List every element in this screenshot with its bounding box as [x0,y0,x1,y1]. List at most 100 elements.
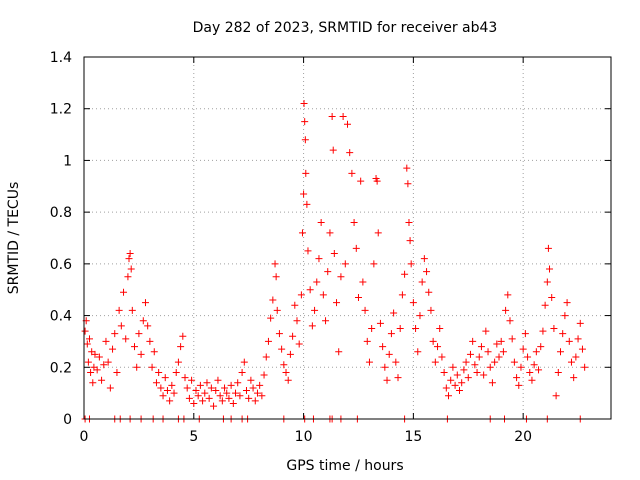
data-point [131,343,139,351]
data-point [192,387,200,395]
data-point [403,164,411,172]
data-point [152,379,160,387]
data-point [194,392,202,400]
data-point [315,255,323,263]
data-point [376,319,384,327]
data-point [401,270,409,278]
data-point [354,293,362,301]
data-point [576,319,584,327]
data-point [335,348,343,356]
data-point [550,325,558,332]
data-point [232,389,240,397]
data-point [298,229,306,237]
data-point [572,353,580,361]
y-axis-label: SRMTID / TECUs [6,182,22,295]
data-point [405,218,413,226]
data-point [150,348,158,356]
data-point [528,376,536,384]
data-point [515,381,523,389]
data-point [238,368,246,376]
data-point [111,330,119,338]
data-point [271,260,279,268]
data-point [431,358,439,366]
data-point [139,317,147,325]
data-point [344,120,351,128]
data-point [466,350,474,358]
data-point [304,247,312,255]
data-point [229,399,237,407]
data-point [214,376,222,384]
data-point [85,335,93,343]
data-point [493,340,501,348]
data-point [275,330,283,338]
data-point [449,363,457,371]
data-point [412,325,420,332]
data-point [205,394,213,402]
data-point [166,397,174,405]
data-point [373,177,381,185]
data-point [216,392,224,400]
data-point [210,402,218,410]
data-point [177,343,185,351]
y-tick-label: 0 [63,412,72,428]
data-point [115,306,123,314]
data-point [269,296,277,304]
data-point [491,358,499,366]
data-point [146,337,154,345]
data-point [81,327,89,335]
data-point [414,348,422,356]
data-point [440,368,448,376]
data-point [247,376,255,384]
data-point [473,368,481,376]
data-point [308,322,316,330]
data-point [328,112,336,120]
data-point [504,291,512,299]
data-point [126,250,134,258]
data-point [370,260,378,268]
data-point [148,363,156,371]
data-point [434,343,442,351]
data-point [201,389,209,397]
data-point [234,379,242,387]
data-point [256,381,264,389]
data-point [322,317,330,325]
data-point [423,268,431,276]
data-point [521,330,529,338]
data-point [333,299,341,307]
data-point [319,291,327,299]
data-point [462,358,470,366]
data-point [567,358,575,366]
data-point [552,392,560,400]
data-point [124,273,132,281]
data-point [172,368,180,376]
data-point [445,392,453,400]
data-point [203,379,211,387]
data-point [346,149,354,157]
data-point [365,358,373,366]
data-point [471,361,479,369]
data-point [519,345,527,353]
data-point [286,350,294,358]
data-point [517,363,525,371]
data-point [563,299,571,307]
data-point [100,361,108,369]
data-point [199,397,207,405]
data-point [381,363,389,371]
data-point [548,293,556,301]
data-point [543,278,551,286]
data-point [87,368,95,376]
data-point [556,348,564,356]
data-point [302,169,310,177]
data-point [484,348,492,356]
data-point [324,268,332,276]
data-point [190,399,198,407]
axis-ticks: 0 5 10 15 20 0 0.2 0.4 0.6 0.8 1 1.2 1.4 [50,50,611,445]
data-point [420,255,428,263]
y-tick-label: 0.8 [50,205,72,221]
grid-lines [84,57,611,419]
data-point [289,332,297,340]
data-point [396,325,404,332]
data-point [313,278,321,286]
data-point [221,384,229,392]
